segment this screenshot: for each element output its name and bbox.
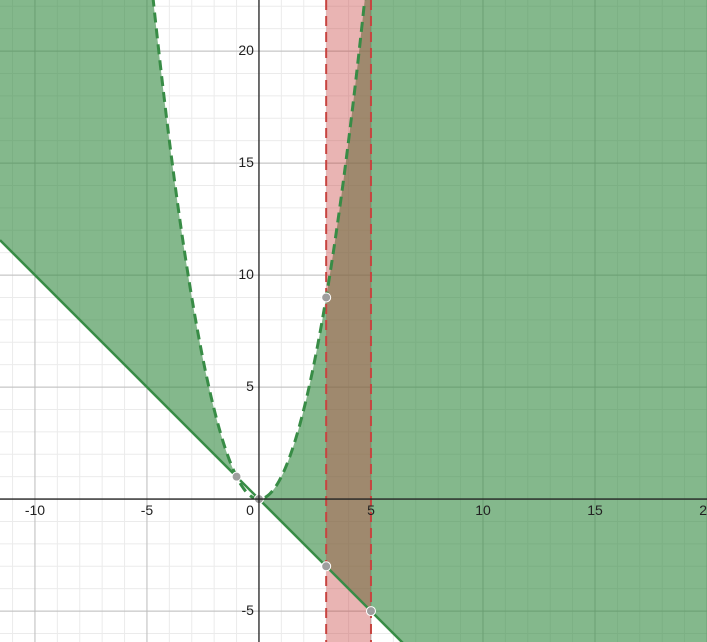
boundary-line bbox=[0, 239, 404, 642]
y-tick-label: -5 bbox=[242, 602, 255, 618]
x-tick-label: -10 bbox=[25, 502, 45, 518]
x-tick-label: 0 bbox=[246, 502, 254, 518]
y-tick-label: 20 bbox=[238, 42, 254, 58]
x-tick-label: 5 bbox=[367, 502, 375, 518]
labels: -10 -5 0 5 10 15 20 -5 5 10 15 20 bbox=[25, 42, 707, 618]
x-tick-label: 20 bbox=[699, 502, 707, 518]
solution-region bbox=[0, 0, 237, 477]
x-tick-label: -5 bbox=[141, 502, 154, 518]
intersection-point bbox=[321, 292, 332, 303]
x-tick-label: 10 bbox=[475, 502, 491, 518]
y-tick-label: 15 bbox=[238, 154, 254, 170]
intersection-point bbox=[231, 471, 242, 482]
y-tick-label: 5 bbox=[246, 378, 254, 394]
band-region bbox=[326, 0, 371, 642]
intersection-point bbox=[321, 561, 332, 572]
intersection-point bbox=[365, 606, 376, 617]
y-tick-label: 10 bbox=[238, 266, 254, 282]
x-tick-label: 15 bbox=[587, 502, 603, 518]
